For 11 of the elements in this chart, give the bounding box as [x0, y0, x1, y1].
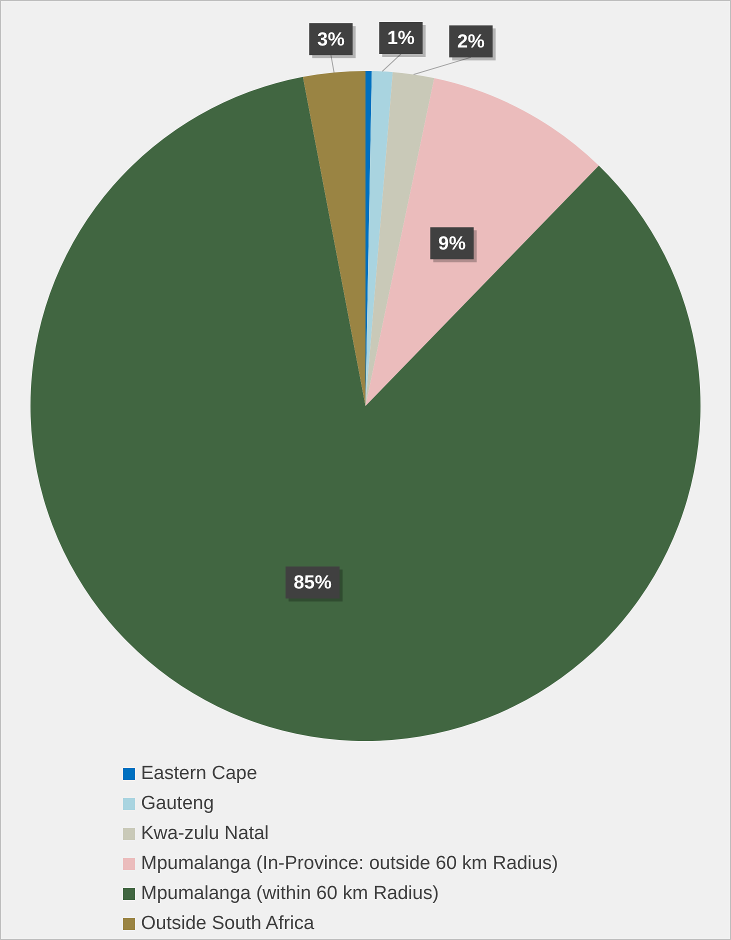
- data-label: 1%: [387, 28, 415, 50]
- data-label: 85%: [294, 572, 332, 594]
- data-label: 9%: [438, 234, 466, 255]
- legend-label: Kwa-zulu Natal: [141, 823, 269, 845]
- legend-label: Gauteng: [141, 793, 214, 815]
- legend-label: Mpumalanga (In-Province: outside 60 km Radius): [141, 853, 558, 875]
- data-label: 2%: [457, 32, 485, 53]
- data-label: 3%: [317, 29, 345, 50]
- legend-label: Eastern Cape: [141, 763, 258, 785]
- legend-label: Outside South Africa: [141, 913, 314, 935]
- legend-label: Mpumalanga (within 60 km Radius): [141, 883, 439, 905]
